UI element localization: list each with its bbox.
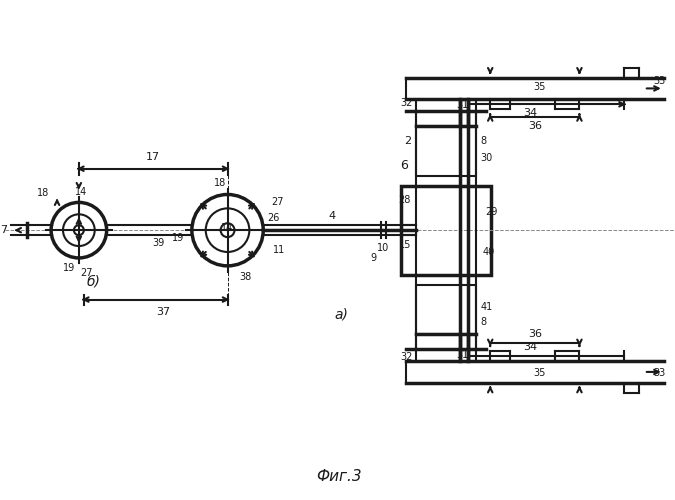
Text: 34: 34: [523, 108, 537, 118]
Text: 36: 36: [528, 329, 542, 339]
Text: 30: 30: [481, 153, 493, 163]
Text: 32: 32: [400, 352, 413, 362]
Text: 11: 11: [273, 245, 286, 255]
Text: 33: 33: [654, 76, 666, 86]
Text: 14: 14: [75, 188, 87, 198]
Text: Фиг.3: Фиг.3: [316, 468, 361, 483]
Bar: [416, 126, 477, 176]
Text: 19: 19: [171, 233, 184, 243]
Text: 18: 18: [213, 178, 225, 188]
Text: 18: 18: [37, 188, 49, 198]
Text: 41: 41: [481, 302, 493, 312]
Text: 40: 40: [483, 247, 495, 257]
Text: а): а): [335, 308, 348, 322]
Bar: [416, 284, 477, 335]
Text: 6: 6: [400, 159, 408, 172]
Text: 36: 36: [528, 121, 542, 131]
Text: 14: 14: [221, 223, 234, 233]
Text: 9: 9: [370, 253, 377, 263]
Text: 39: 39: [152, 238, 164, 248]
Text: 19: 19: [63, 263, 75, 273]
Text: 7: 7: [1, 225, 7, 235]
Text: 17: 17: [146, 152, 160, 162]
Text: 31: 31: [456, 350, 468, 360]
Text: 31: 31: [456, 100, 468, 110]
Text: 35: 35: [534, 82, 546, 92]
Bar: [401, 186, 491, 275]
Text: 26: 26: [267, 214, 279, 224]
Text: 33: 33: [654, 368, 666, 378]
Text: 27: 27: [80, 268, 93, 278]
Text: 10: 10: [377, 243, 389, 253]
Text: 15: 15: [398, 240, 411, 250]
Text: 2: 2: [404, 136, 411, 146]
Text: 29: 29: [485, 208, 497, 218]
Text: 4: 4: [328, 212, 335, 222]
Text: б): б): [87, 274, 101, 288]
Text: 8: 8: [481, 318, 487, 328]
Text: 28: 28: [398, 196, 411, 205]
Text: 27: 27: [271, 198, 284, 207]
Text: 35: 35: [534, 368, 546, 378]
Text: 32: 32: [400, 98, 413, 108]
Text: 38: 38: [239, 272, 252, 282]
Text: 37: 37: [156, 306, 170, 316]
Text: 34: 34: [523, 342, 537, 352]
Text: 8: 8: [481, 136, 487, 146]
